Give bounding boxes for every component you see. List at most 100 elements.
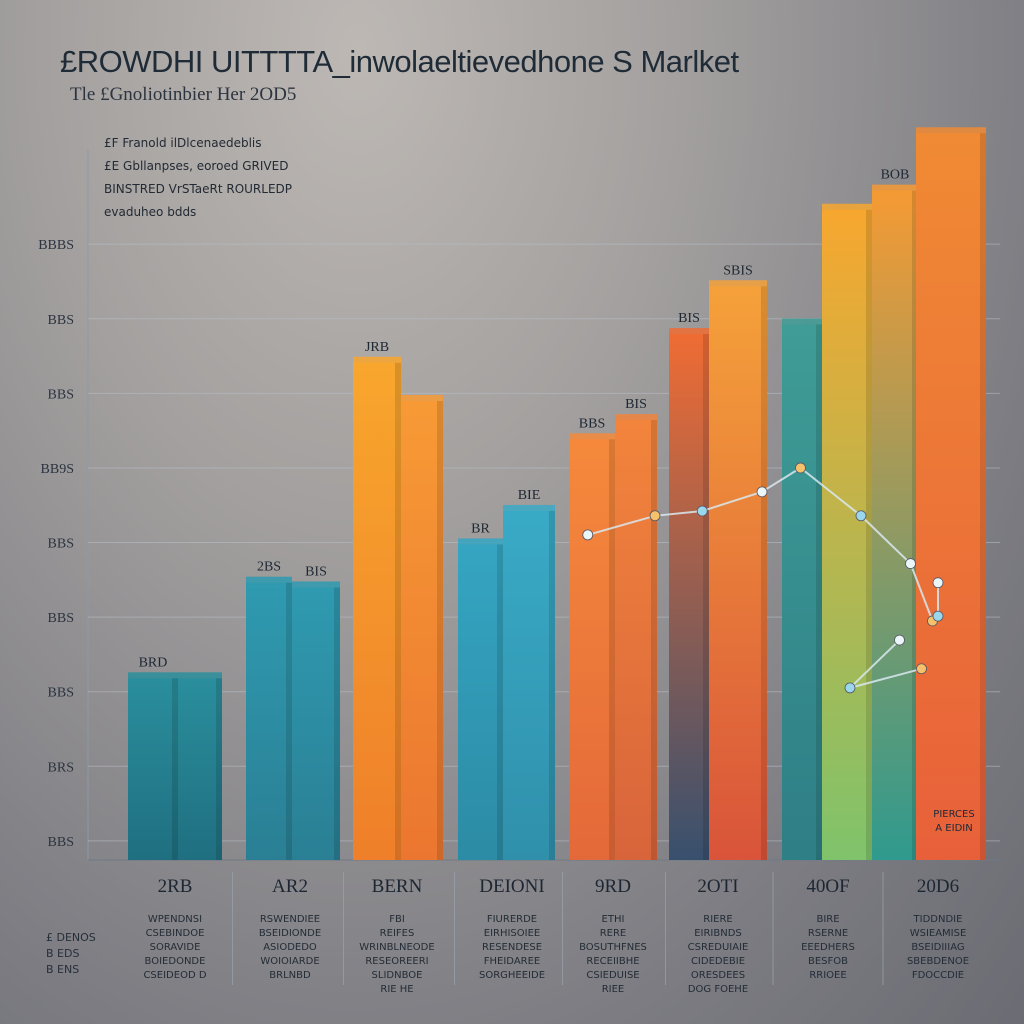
- series-point: [932, 610, 944, 622]
- bar-value-label: SBIS: [723, 263, 753, 278]
- category-description: WOIOIARDE: [260, 956, 319, 967]
- bar: [615, 420, 657, 860]
- category-description: FHEIDAREE: [484, 956, 541, 967]
- category-description: WRINBLNEODE: [359, 942, 434, 953]
- category-description: EIRIBNDS: [694, 928, 742, 939]
- category-description: CSREDUIAIE: [688, 942, 749, 953]
- category-description: RECEIIBHE: [586, 956, 639, 967]
- bar: [128, 678, 178, 860]
- note-line: £F Franold ilDlcenaedeblis: [104, 136, 262, 150]
- category-description: RERE: [600, 928, 627, 939]
- category-description: BOIEDONDE: [145, 956, 206, 967]
- bar-shade: [549, 510, 555, 860]
- bar-shade: [761, 286, 767, 860]
- bar-cap: [782, 318, 822, 327]
- category-description: CIDEDEBIE: [691, 956, 745, 967]
- series-point: [649, 510, 661, 522]
- bar-cap: [916, 127, 986, 136]
- category-description: BRLNBD: [269, 970, 311, 981]
- bar-shade: [497, 544, 503, 860]
- bar-shade: [609, 439, 615, 860]
- legend-entry: B EDS: [46, 947, 80, 960]
- y-tick-label: BRS: [48, 760, 74, 775]
- bar-shade: [395, 362, 401, 860]
- x-tick-label: 40OF: [806, 876, 849, 897]
- series-point: [582, 529, 594, 541]
- bar: [401, 401, 443, 860]
- x-tick-label: DEIONI: [479, 876, 544, 897]
- bar: [246, 582, 292, 860]
- x-tick-label: 2RB: [158, 876, 193, 897]
- x-tick-label: 20D6: [917, 876, 959, 897]
- bar-cap: [401, 395, 443, 403]
- bar: [709, 286, 767, 860]
- x-tick-label: 9RD: [595, 876, 631, 897]
- bar-shade: [912, 190, 918, 860]
- y-tick-label: BBS: [48, 387, 74, 402]
- callout-line: A EIDIN: [935, 823, 973, 834]
- bar: [292, 587, 340, 860]
- x-tick-label: AR2: [272, 876, 308, 897]
- bar: [782, 324, 822, 860]
- category-description: FIURERDE: [487, 914, 537, 925]
- category-description: CSEIDEOD D: [143, 970, 206, 981]
- bar-shade: [172, 678, 178, 860]
- series-point: [696, 505, 708, 517]
- bar-value-label: BIS: [625, 397, 647, 412]
- series-point: [795, 462, 806, 474]
- category-description: CSEBINDOE: [146, 928, 205, 939]
- x-tick-label: BERN: [372, 876, 423, 897]
- legend-entry: £ DENOS: [46, 931, 96, 944]
- bar-value-label: 2BS: [257, 560, 281, 575]
- bar: [669, 334, 709, 860]
- note-line: £E Gbllanpses, eoroed GRIVED: [104, 159, 289, 173]
- category-description: SORGHEEIDE: [479, 970, 545, 981]
- category-description: EIRHISOIEE: [484, 928, 541, 939]
- category-description: RSWENDIEE: [260, 914, 320, 925]
- callout-label: PIERCES A EIDIN: [924, 808, 984, 836]
- bar-cap: [669, 328, 709, 337]
- bar-value-label: JRB: [365, 340, 389, 355]
- series-point: [756, 486, 768, 498]
- bar-shade: [286, 582, 292, 860]
- bar-shade: [216, 678, 222, 860]
- category-description: SORAVIDE: [150, 942, 201, 953]
- bar-value-label: BIE: [518, 488, 541, 503]
- bar-shade: [334, 587, 340, 860]
- x-tick-label: 2OTI: [697, 876, 738, 897]
- bar-shade: [651, 420, 657, 860]
- bar-value-label: BIS: [678, 311, 700, 326]
- bar: [916, 133, 986, 860]
- category-description: BSEIDIIIAG: [911, 942, 964, 953]
- bar: [458, 544, 503, 860]
- y-tick-label: BBS: [48, 537, 74, 552]
- category-description: ASIODEDO: [263, 942, 317, 953]
- series-point: [894, 634, 905, 646]
- category-description: SLIDNBOE: [372, 970, 423, 981]
- bar: [503, 510, 555, 860]
- category-description: REIFES: [380, 928, 415, 939]
- bar-cap: [458, 538, 503, 547]
- category-description: ETHI: [602, 914, 625, 925]
- category-description: BOSUTHFNES: [579, 942, 647, 953]
- bar-cap: [503, 504, 555, 513]
- y-tick-label: BBBS: [38, 238, 74, 253]
- category-description: TIDDNDIE: [913, 914, 963, 925]
- callout-line: PIERCES: [933, 809, 975, 820]
- bar-cap: [569, 433, 615, 442]
- category-description: DOG FOEHE: [688, 984, 748, 995]
- note-line: evaduheo bdds: [104, 205, 197, 219]
- category-description: FDOCCDIE: [912, 970, 964, 981]
- bar: [872, 190, 918, 860]
- legend: £ DENOS B EDS B ENS: [46, 930, 116, 978]
- bar-cap: [246, 576, 292, 585]
- category-description: FBI: [389, 914, 405, 925]
- y-tick-label: BB9S: [41, 462, 74, 477]
- bar-cap: [615, 414, 657, 423]
- category-description: RSERNE: [808, 928, 848, 939]
- y-tick-label: BBS: [48, 835, 74, 850]
- bar-value-label: BR: [471, 521, 490, 536]
- category-description: BSEIDIONDE: [259, 928, 321, 939]
- category-description: BIRE: [816, 914, 839, 925]
- category-description: RIE HE: [380, 984, 413, 995]
